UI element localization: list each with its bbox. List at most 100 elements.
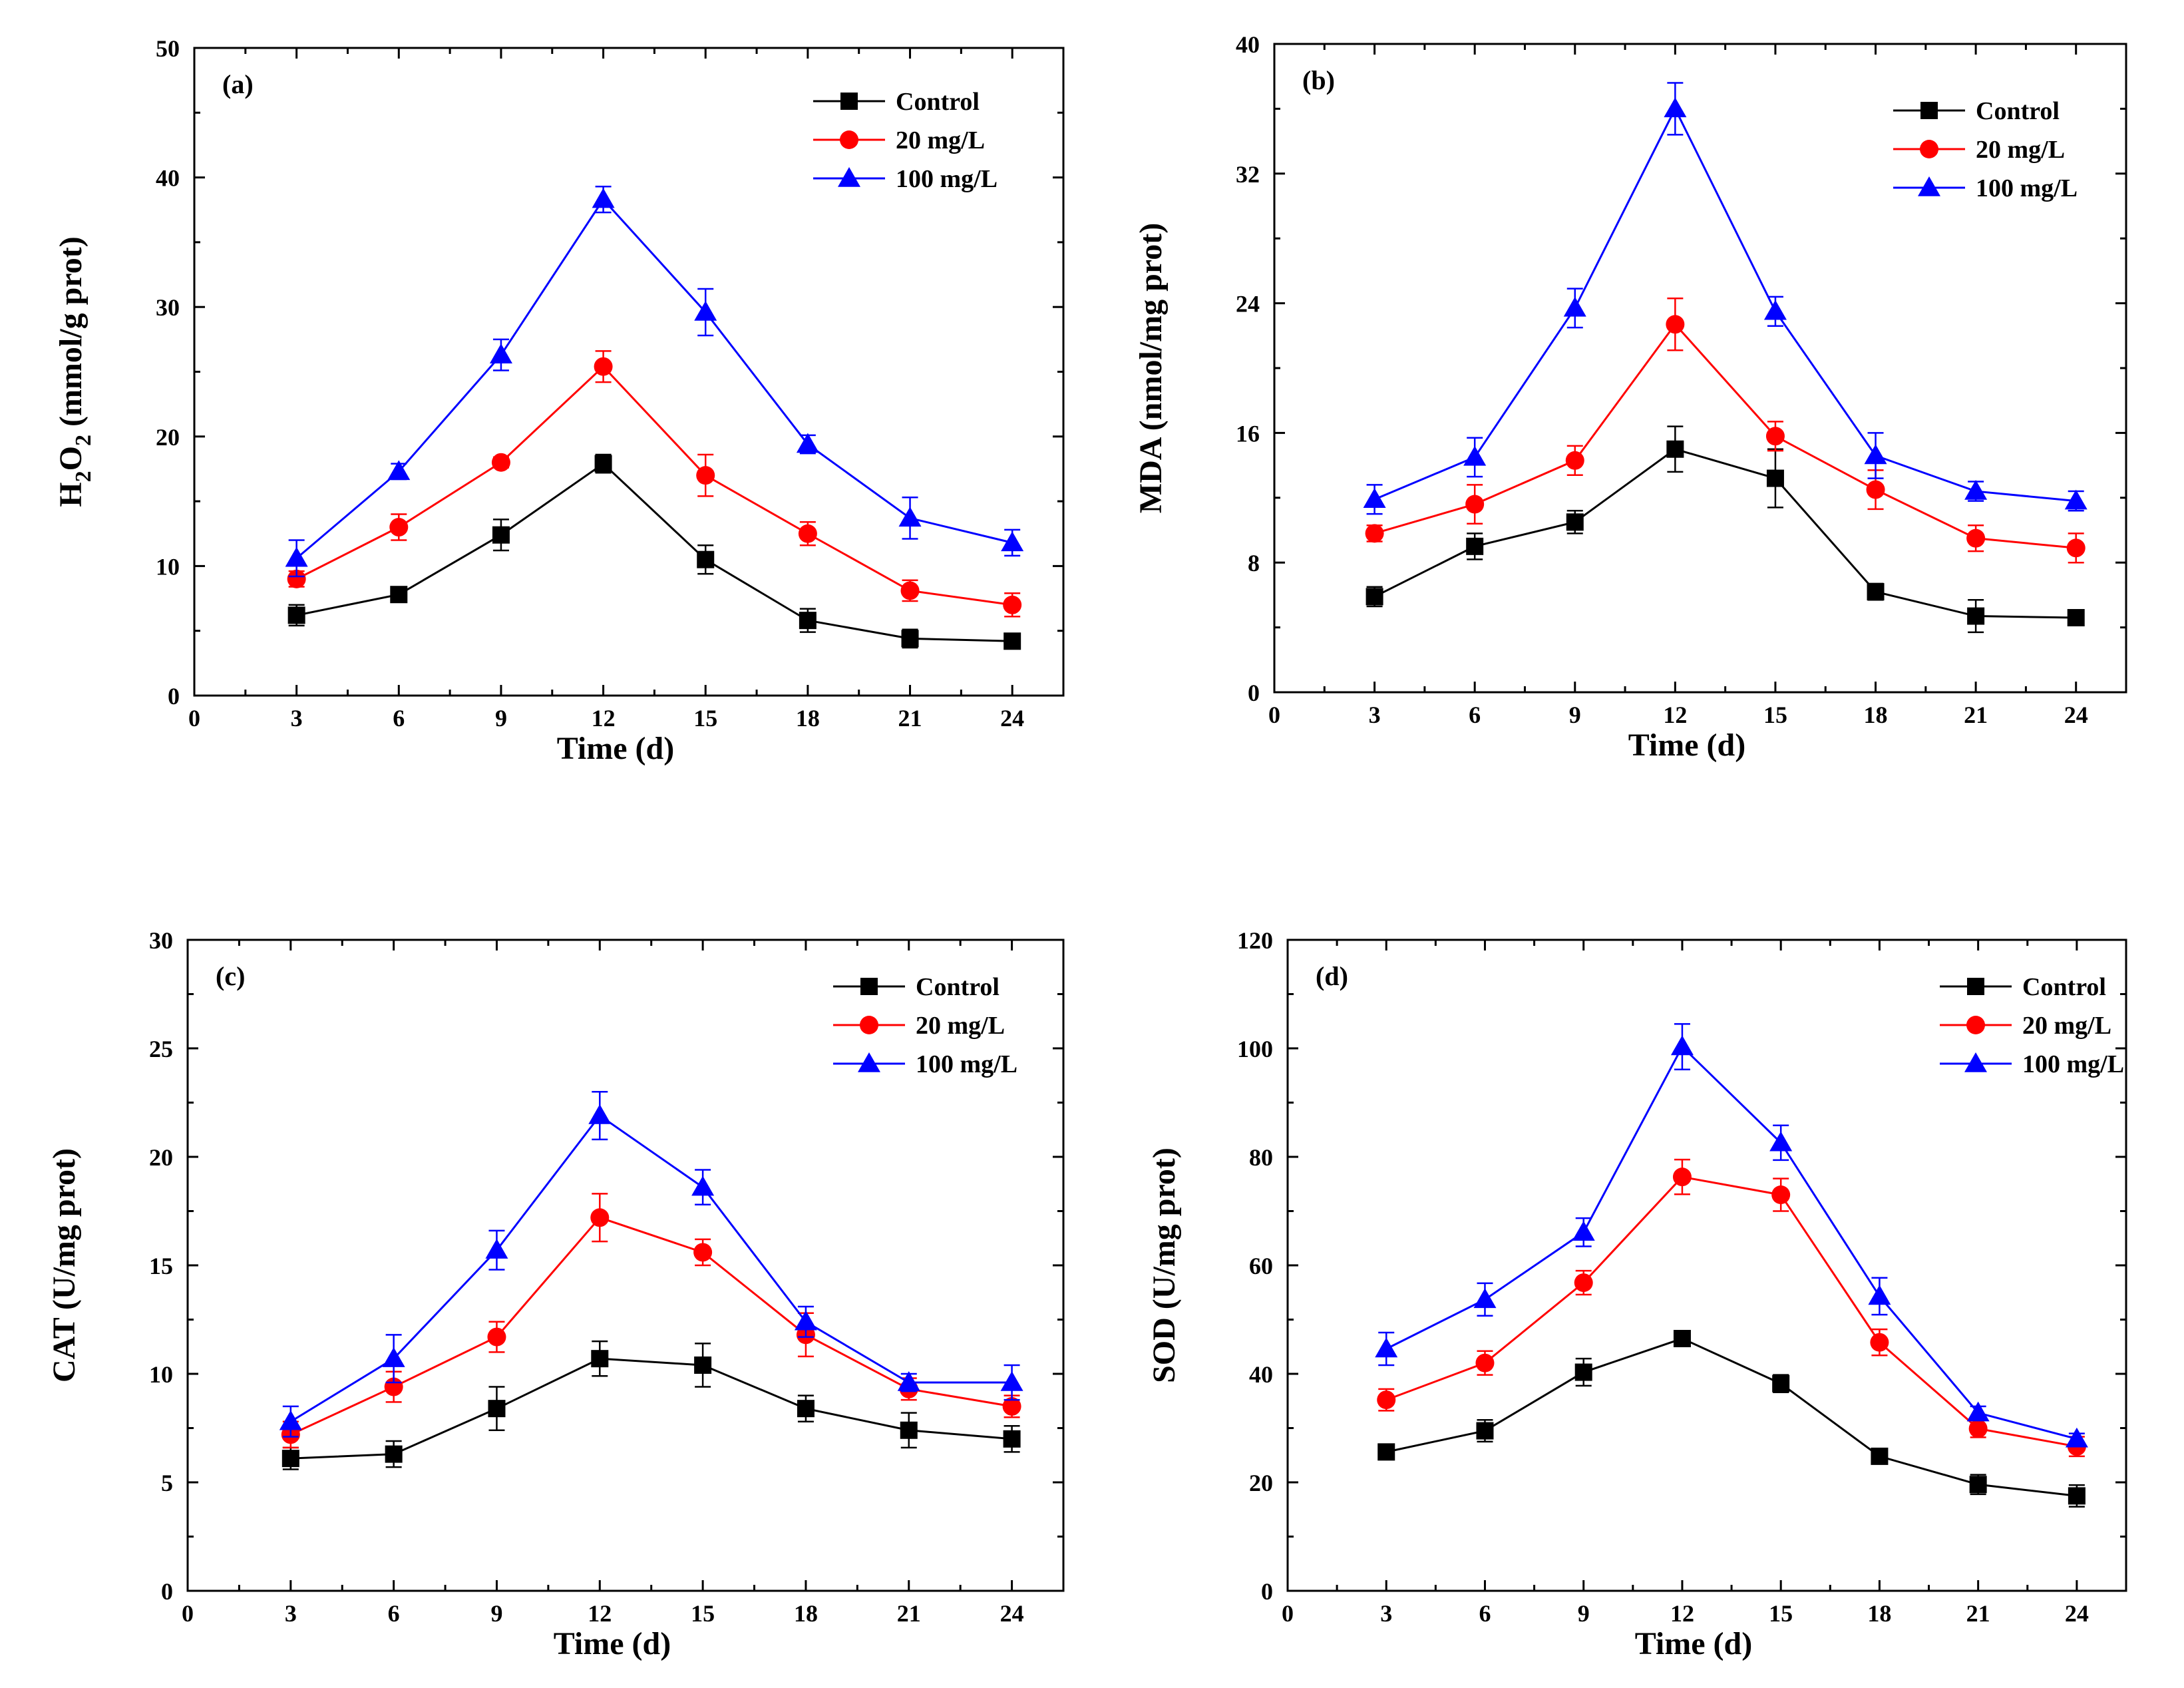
x-tick-label: 12 [1663,702,1687,728]
x-tick-label: 12 [588,1600,612,1627]
data-point [901,630,919,648]
data-point [1871,1447,1889,1465]
data-point [1664,97,1687,118]
series-triangle [1375,1023,2088,1448]
data-point [487,1327,506,1347]
data-point [488,1400,506,1418]
plot-frame [1286,939,2127,1592]
y-tick-label: 50 [156,35,180,62]
data-point [492,526,510,544]
legend: Control 20 mg/L 100 mg/L [813,88,998,193]
data-point [1001,531,1024,552]
series-line [1385,1175,2078,1448]
y-axis-title: SOD (U/mg prot) [1147,1148,1182,1383]
data-point [489,343,512,363]
x-tick-label: 9 [490,1600,502,1627]
legend: Control 20 mg/L 100 mg/L [1940,973,2124,1078]
series-line [290,1216,1012,1436]
legend-label: 20 mg/L [2022,1012,2111,1040]
data-point [1868,1285,1891,1305]
x-tick-label: 6 [1469,702,1481,728]
data-point [1563,296,1586,317]
y-tick-label: 30 [149,927,173,954]
x-tick-label: 12 [1670,1600,1694,1627]
x-tick-label: 24 [1000,705,1024,732]
legend-marker [840,93,858,110]
series-square [1377,1330,2086,1508]
data-point [693,1243,713,1262]
y-tick-label: 20 [149,1144,173,1171]
data-point [694,300,717,321]
x-tick-label: 9 [495,705,507,732]
data-point [485,1239,508,1259]
data-point [1666,440,1684,458]
y-axis-title-part: 2 [71,471,96,482]
x-tick-label: 0 [188,705,200,732]
data-point [1772,1374,1790,1392]
data-point [1463,445,1487,466]
x-tick-label: 9 [1578,1600,1590,1627]
data-point [1003,1430,1021,1448]
data-point [1763,300,1787,320]
data-point [1966,528,1986,548]
data-point [1870,1333,1889,1352]
y-tick-label: 20 [156,424,180,451]
legend-marker [860,978,878,995]
series-line [295,198,1013,559]
x-tick-label: 6 [393,705,405,732]
x-tick-label: 18 [1867,1600,1891,1627]
series-triangle [279,1090,1023,1438]
y-tick-label: 5 [161,1470,173,1496]
legend-label: 100 mg/L [1976,174,2078,202]
legend-label: 20 mg/L [896,126,985,154]
data-point [1000,1371,1023,1391]
series-line [290,1357,1012,1460]
legend-label: Control [916,973,1000,1001]
y-axis-title-part: O [53,446,89,471]
data-point [1363,488,1386,508]
data-point [2066,538,2086,558]
y-tick-label: 16 [1236,420,1260,447]
data-point [696,466,715,485]
x-tick-label: 6 [388,1600,400,1627]
y-tick-label: 32 [1236,161,1260,188]
data-point [2067,608,2085,626]
series-line [1385,1337,2078,1497]
x-tick-label: 21 [1964,702,1988,728]
y-tick-label: 24 [1236,291,1260,317]
data-point [1002,1396,1021,1416]
legend-marker [1920,102,1938,119]
data-point [1574,1273,1593,1293]
x-axis-title: Time (d) [1635,1626,1752,1661]
data-point [697,550,715,568]
legend-marker [858,1052,880,1072]
legend: Control 20 mg/L 100 mg/L [1893,97,2078,202]
panel-label: (b) [1302,65,1335,95]
data-point [279,1410,302,1430]
data-point [1966,1401,1990,1422]
series-line [1385,1045,2078,1440]
y-tick-label: 25 [149,1036,173,1062]
data-point [1476,1422,1494,1440]
y-tick-label: 40 [156,165,180,192]
y-tick-label: 40 [1236,31,1260,58]
x-tick-label: 21 [897,1600,921,1627]
legend-label: Control [1976,97,2060,125]
data-point [798,524,817,543]
data-point [1670,1035,1694,1056]
legend-label: Control [896,88,980,116]
legend-label: 20 mg/L [916,1012,1005,1040]
y-axis-title-part: 2 [71,435,96,446]
data-point [1769,1131,1793,1152]
data-point [900,581,920,600]
x-tick-label: 6 [1479,1600,1491,1627]
x-tick-label: 9 [1569,702,1581,728]
data-point [382,1347,405,1367]
data-point [694,1356,712,1374]
y-axis-title: H2O2 (mmol/g prot) [53,236,96,507]
y-tick-label: 0 [161,1578,173,1605]
x-tick-label: 18 [796,705,820,732]
x-tick-label: 15 [691,1600,715,1627]
y-axis-title: CAT (U/mg prot) [47,1148,82,1382]
series-circle [1365,298,2086,564]
